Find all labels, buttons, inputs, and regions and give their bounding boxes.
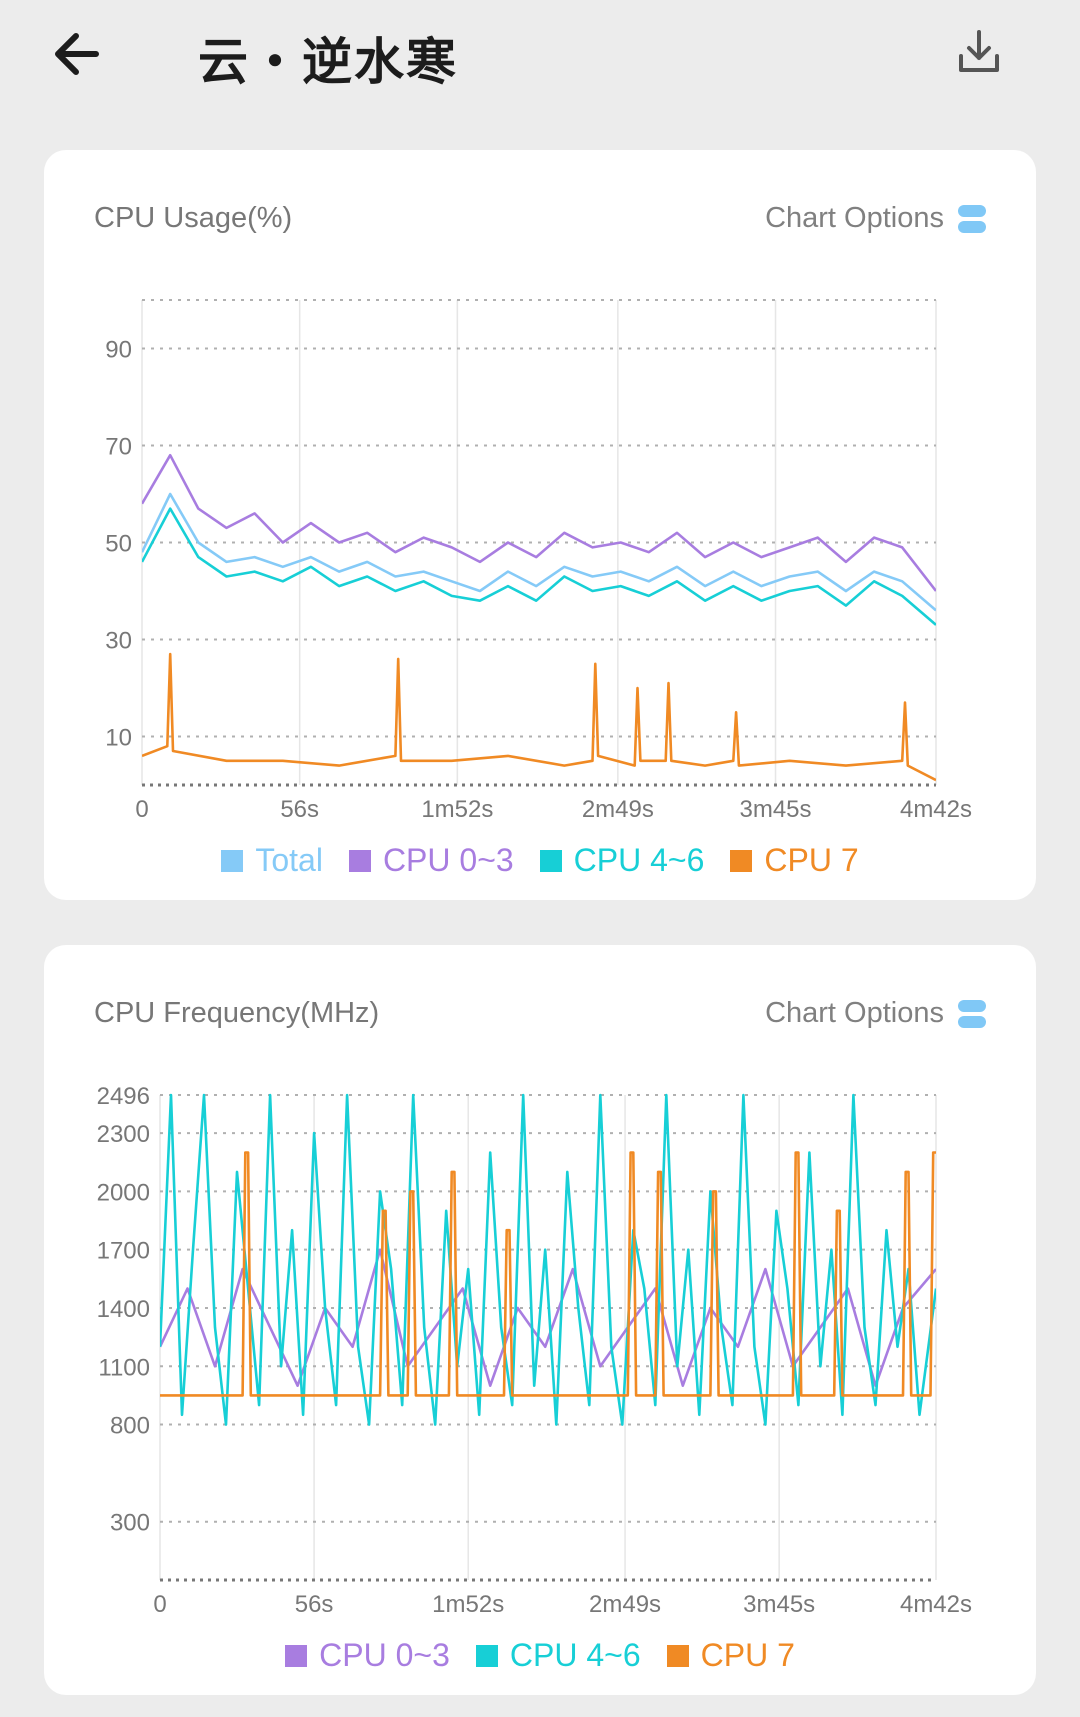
- legend-item-total[interactable]: Total: [221, 842, 323, 879]
- legend-label: CPU 7: [764, 842, 859, 878]
- y-tick-label: 50: [105, 531, 132, 558]
- legend-swatch: [730, 849, 753, 872]
- back-button[interactable]: [44, 20, 114, 90]
- legend-item-cpu-7[interactable]: CPU 7: [730, 842, 859, 879]
- legend-item-cpu-0-3[interactable]: CPU 0~3: [348, 842, 514, 879]
- series-line-cpu-7: [142, 652, 936, 782]
- cpu-usage-card: CPU Usage(%) Chart Options 10 30 50 70 90 0 56…: [44, 150, 1036, 900]
- usage-chart-options-button[interactable]: Chart Options: [765, 202, 986, 235]
- cpu-usage-legend: Total CPU 0~3 CPU 4~6 CPU 7: [44, 842, 1036, 879]
- x-tick-label: 56s: [295, 1591, 334, 1618]
- legend-item-cpu-7[interactable]: CPU 7: [666, 1637, 795, 1674]
- download-icon: [959, 30, 999, 72]
- freq-chart-options-button[interactable]: Chart Options: [765, 997, 986, 1030]
- x-tick-label: 2m49s: [582, 796, 654, 823]
- legend-label: CPU 7: [700, 1637, 795, 1673]
- options-icon: [958, 204, 986, 233]
- download-button[interactable]: [952, 26, 1006, 80]
- cpu-frequency-chart: 300 800 1100 1400 1700 2000 2300 2496 0 56s 1m52s 2…: [97, 1083, 972, 1618]
- top-bar: 云・逆水寒: [0, 0, 1080, 120]
- legend-swatch: [666, 1644, 689, 1667]
- y-tick-label: 2000: [97, 1179, 150, 1206]
- legend-item-cpu-4-6[interactable]: CPU 4~6: [539, 842, 705, 879]
- y-tick-label: 800: [110, 1413, 150, 1440]
- series-line-cpu-0-3: [142, 453, 936, 592]
- legend-item-cpu-0-3[interactable]: CPU 0~3: [285, 1637, 450, 1674]
- freq-chart-options-label: Chart Options: [765, 997, 944, 1029]
- legend-swatch: [475, 1644, 498, 1667]
- x-tick-label: 1m52s: [421, 796, 493, 823]
- legend-label: CPU 0~3: [382, 842, 514, 878]
- x-tick-label: 56s: [280, 796, 319, 823]
- arrow-left-icon: [55, 33, 99, 75]
- y-tick-label: 2496: [97, 1083, 150, 1110]
- legend-swatch: [285, 1644, 308, 1667]
- y-tick-label: 300: [110, 1510, 150, 1537]
- y-tick-label: 1100: [98, 1354, 150, 1381]
- cpu-frequency-title: CPU Frequency(MHz): [94, 997, 380, 1029]
- legend-label: Total: [255, 842, 323, 878]
- x-tick-label: 3m45s: [743, 1591, 815, 1618]
- y-tick-label: 70: [105, 434, 132, 461]
- x-tick-label: 4m42s: [900, 1591, 972, 1618]
- cpu-frequency-legend: CPU 0~3 CPU 4~6 CPU 7: [44, 1637, 1036, 1674]
- y-tick-label: 30: [105, 628, 132, 655]
- y-tick-label: 1700: [97, 1238, 150, 1265]
- x-tick-label: 4m42s: [900, 796, 972, 823]
- y-tick-label: 1400: [97, 1296, 150, 1323]
- usage-chart-options-label: Chart Options: [765, 202, 944, 234]
- series-line-cpu-7: [160, 1151, 936, 1397]
- x-tick-label: 1m52s: [432, 1591, 504, 1618]
- legend-label: CPU 0~3: [319, 1637, 450, 1673]
- series-line-cpu-4-6: [160, 1093, 936, 1426]
- options-icon: [958, 999, 986, 1028]
- legend-swatch: [539, 849, 562, 872]
- y-tick-label: 90: [105, 337, 132, 364]
- legend-item-cpu-4-6[interactable]: CPU 4~6: [475, 1637, 641, 1674]
- series-line-cpu-4-6: [142, 507, 936, 626]
- x-tick-label: 2m49s: [589, 1591, 661, 1618]
- y-tick-label: 10: [105, 725, 132, 752]
- x-tick-label: 0: [135, 796, 148, 823]
- legend-label: CPU 4~6: [509, 1637, 641, 1673]
- x-tick-label: 3m45s: [739, 796, 811, 823]
- series-line-total: [142, 492, 936, 612]
- cpu-usage-chart: 10 30 50 70 90 0 56s 1m52s 2m49s 3m45s 4m42s: [105, 299, 972, 823]
- cpu-frequency-card: CPU Frequency(MHz) Chart Options 300 800 1…: [44, 945, 1036, 1695]
- cpu-usage-title: CPU Usage(%): [94, 202, 293, 234]
- legend-label: CPU 4~6: [573, 842, 705, 878]
- legend-swatch: [221, 849, 244, 872]
- series-line-cpu-0-3: [160, 1248, 936, 1388]
- x-tick-label: 0: [153, 1591, 166, 1618]
- y-tick-label: 2300: [97, 1121, 150, 1148]
- legend-swatch: [348, 849, 371, 872]
- page-title: 云・逆水寒: [198, 33, 458, 91]
